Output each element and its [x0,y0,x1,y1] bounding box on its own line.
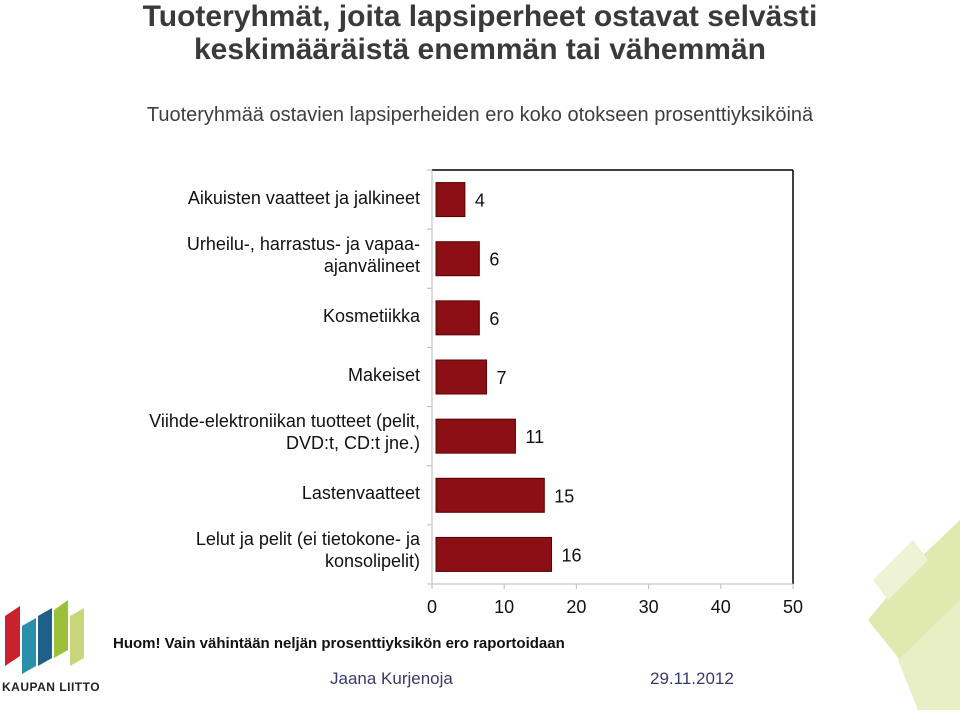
category-label-line: ajanvälineet [323,255,420,276]
category-label: Aikuisten vaatteet ja jalkineet [60,187,420,209]
data-label: 11 [525,427,544,447]
x-tick-label: 10 [494,597,515,617]
bar-3 [435,300,480,336]
category-label-line: konsolipelit) [324,551,420,572]
x-tick-label: 40 [710,597,731,617]
chart-subtitle: Tuoteryhmää ostavien lapsiperheiden ero … [146,104,814,126]
bar-2 [435,241,480,277]
category-label-line: Lastenvaatteet [301,483,420,504]
kaupan-liitto-logo [5,600,84,674]
date-label: 29.11.2012 [650,669,734,688]
category-label-line: Urheilu-, harrastus- ja vapaa- [186,233,420,254]
category-label: Lastenvaatteet [60,482,420,504]
x-tick-label: 50 [782,597,804,617]
category-label-line: Viihde-elektroniikan tuotteet (pelit, [149,411,420,432]
bar-1 [435,182,466,218]
decorative-corner-graphic [868,520,960,710]
logo-text: KAUPAN LIITTO [2,680,101,694]
bar-4 [435,359,488,395]
author-name: Jaana Kurjenoja [330,669,453,688]
data-label: 7 [497,368,507,388]
x-tick-label: 20 [566,597,587,617]
data-label: 6 [489,250,499,270]
category-label: Urheilu-, harrastus- ja vapaa-ajanväline… [60,233,420,277]
category-label-line: Lelut ja pelit (ei tietokone- ja [195,529,420,550]
data-label: 4 [475,191,485,211]
x-tick-label: 30 [638,597,659,617]
chart-title: Tuoteryhmät, joita lapsiperheet ostavat … [142,0,818,66]
bar-6 [435,477,545,513]
x-tick-label: 0 [426,597,437,617]
category-label-line: Kosmetiikka [322,305,420,326]
bar-7 [435,536,553,572]
category-label: Kosmetiikka [60,305,420,327]
category-label-line: DVD:t, CD:t jne.) [285,433,420,454]
footnote: Huom! Vain vähintään neljän prosenttiyks… [113,635,565,652]
data-label: 6 [489,309,499,329]
category-label-line: Aikuisten vaatteet ja jalkineet [187,187,420,208]
data-label: 15 [554,486,574,506]
category-label: Viihde-elektroniikan tuotteet (pelit, DVD… [60,410,420,454]
category-label: Lelut ja pelit (ei tietokone- ja konsolip… [60,528,420,572]
category-label-line: Makeiset [347,365,420,385]
data-label: 16 [562,545,582,565]
category-label: Makeiset [60,364,420,386]
bar-5 [435,418,516,454]
